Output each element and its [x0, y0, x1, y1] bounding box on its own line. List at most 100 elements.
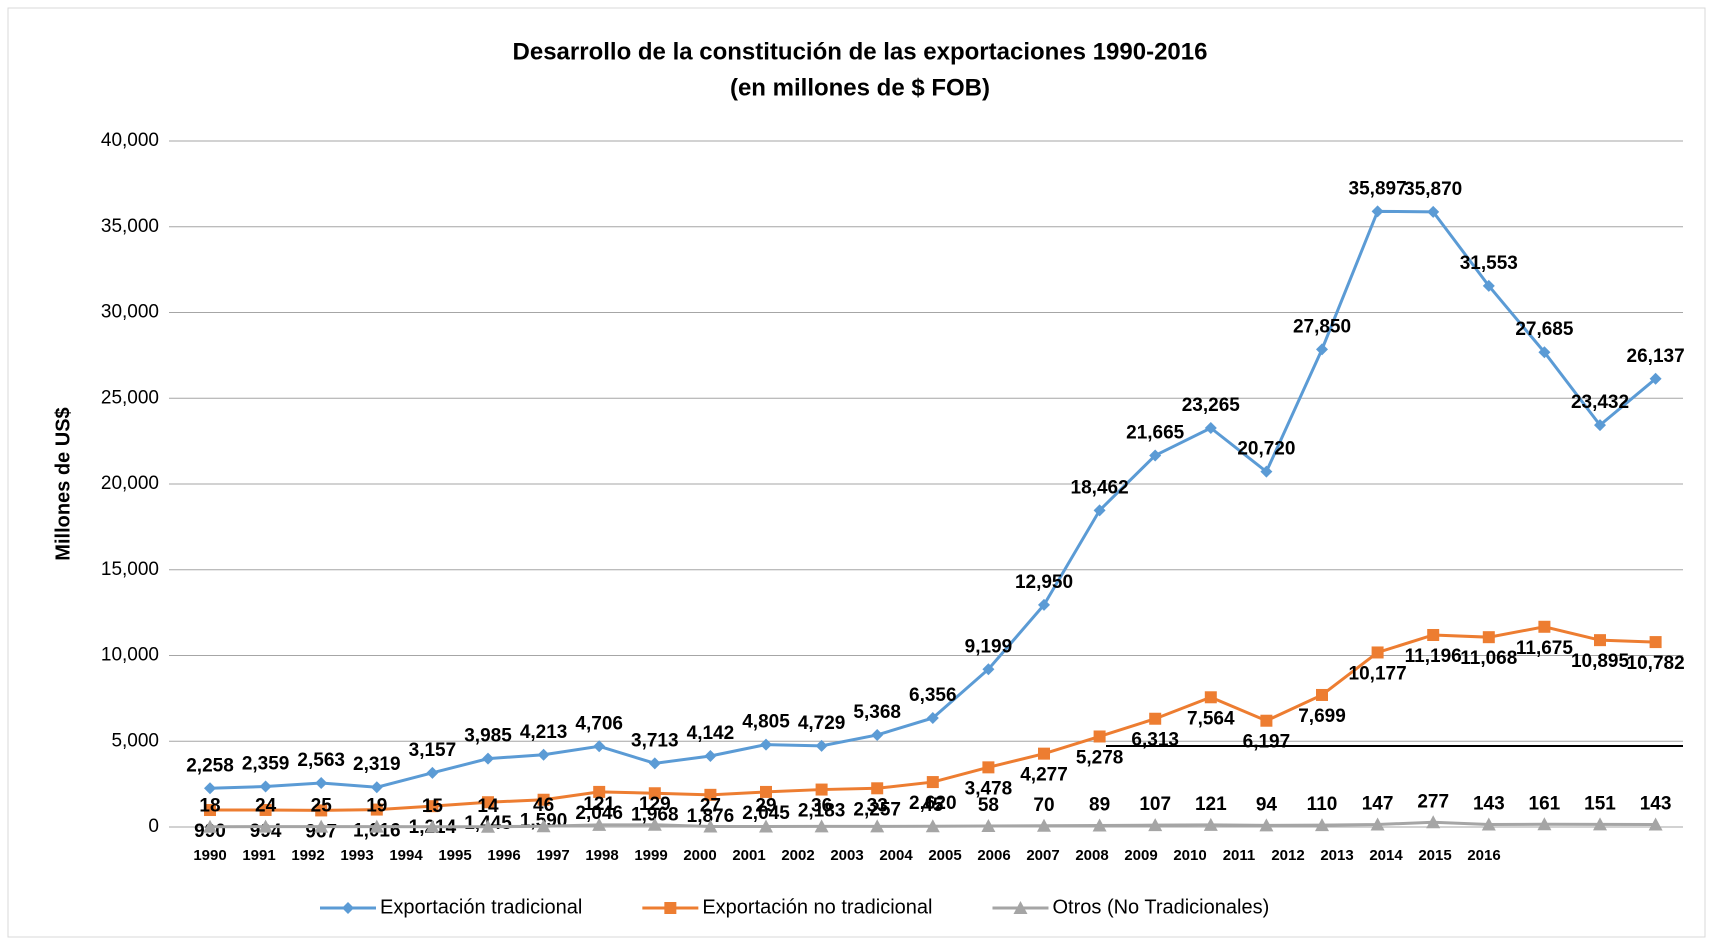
- data-label: 27,850: [1293, 316, 1351, 337]
- x-tick-label: 1998: [585, 847, 618, 864]
- data-label: 10,782: [1627, 653, 1685, 674]
- chart-title: Desarrollo de la constitución de las exp…: [513, 38, 1208, 65]
- marker: [1260, 465, 1273, 478]
- marker: [342, 902, 354, 914]
- y-axis-label: Millones de US$: [52, 407, 74, 560]
- y-tick-label: 0: [148, 816, 159, 837]
- data-label: 18: [199, 796, 220, 817]
- marker: [871, 728, 884, 741]
- data-label: 23,432: [1571, 392, 1629, 413]
- data-label: 5,368: [853, 702, 901, 723]
- data-label: 27,685: [1515, 319, 1574, 340]
- y-tick-label: 5,000: [111, 730, 159, 751]
- x-tick-label: 2000: [683, 847, 716, 864]
- data-label: 70: [1033, 795, 1054, 816]
- marker: [1315, 818, 1329, 832]
- marker: [1482, 631, 1495, 644]
- marker: [815, 783, 828, 796]
- data-label: 26,137: [1627, 346, 1685, 367]
- data-label: 3,985: [464, 726, 512, 747]
- x-tick-label: 2011: [1223, 847, 1256, 864]
- marker: [1037, 818, 1051, 832]
- marker: [203, 819, 217, 833]
- marker: [648, 787, 661, 800]
- marker: [1427, 628, 1440, 641]
- data-label: 110: [1307, 794, 1338, 815]
- marker: [1092, 818, 1107, 832]
- x-tick-label: 2001: [732, 847, 765, 864]
- y-tick-label: 20,000: [101, 473, 159, 494]
- data-label: 58: [978, 795, 999, 816]
- marker: [1481, 817, 1496, 831]
- data-label: 21,665: [1126, 422, 1185, 443]
- marker: [664, 902, 677, 914]
- marker: [1316, 343, 1328, 356]
- marker: [1648, 817, 1663, 831]
- data-label: 35,897: [1349, 178, 1407, 199]
- x-tick-label: 2003: [830, 847, 863, 864]
- data-label: 129: [639, 794, 671, 815]
- marker: [814, 819, 829, 833]
- data-label: 2,319: [353, 754, 401, 775]
- marker: [314, 819, 329, 833]
- marker: [1593, 817, 1607, 831]
- x-tick-label: 2016: [1467, 847, 1500, 864]
- x-tick-label: 1996: [487, 847, 520, 864]
- data-label: 4,277: [1020, 765, 1068, 786]
- marker: [481, 819, 495, 833]
- data-label: 9,199: [965, 636, 1013, 657]
- marker: [1427, 205, 1440, 218]
- data-label: 11,196: [1405, 646, 1462, 667]
- data-label: 46: [533, 795, 554, 816]
- marker: [482, 752, 494, 765]
- data-label: 3,478: [965, 778, 1013, 799]
- marker: [982, 663, 995, 676]
- marker: [204, 804, 216, 817]
- data-label: 107: [1139, 794, 1171, 815]
- marker: [369, 819, 384, 833]
- marker: [1259, 818, 1274, 832]
- marker: [760, 738, 772, 751]
- data-label: 6,313: [1131, 730, 1179, 751]
- x-tick-label: 2014: [1369, 847, 1403, 864]
- x-tick-label: 2015: [1418, 847, 1451, 864]
- marker: [1038, 747, 1050, 760]
- marker: [704, 788, 717, 801]
- y-tick-label: 15,000: [101, 559, 159, 580]
- x-tick-label: 2007: [1026, 847, 1059, 864]
- data-label: 24: [255, 796, 277, 817]
- marker: [981, 819, 996, 833]
- data-label: 10,177: [1349, 663, 1407, 684]
- data-label: 19: [366, 796, 387, 817]
- marker: [426, 766, 439, 779]
- data-label: 31,553: [1460, 253, 1518, 274]
- marker: [1426, 815, 1441, 829]
- marker: [537, 793, 550, 806]
- data-label: 143: [1640, 794, 1672, 815]
- data-label: 3,157: [409, 740, 457, 761]
- data-label: 143: [1473, 794, 1505, 815]
- marker: [1538, 346, 1551, 359]
- marker: [1013, 901, 1028, 914]
- marker: [1649, 636, 1662, 649]
- data-label: 45: [922, 795, 944, 816]
- marker: [536, 819, 551, 833]
- marker: [1038, 598, 1050, 611]
- data-label: 33: [867, 795, 888, 816]
- data-label: 1,876: [687, 806, 735, 827]
- data-label: 23,265: [1182, 395, 1241, 416]
- marker: [704, 749, 717, 762]
- data-label: 2,258: [186, 755, 234, 776]
- data-label: 6,356: [909, 685, 957, 706]
- y-tick-label: 25,000: [101, 387, 159, 408]
- chart-subtitle: (en millones de $ FOB): [730, 74, 990, 101]
- data-label: 6,197: [1243, 732, 1291, 753]
- data-label: 11,675: [1516, 638, 1573, 659]
- marker: [259, 803, 272, 816]
- marker: [370, 781, 383, 794]
- data-label: 2,359: [242, 754, 290, 775]
- marker: [759, 819, 773, 833]
- x-tick-label: 2006: [977, 847, 1010, 864]
- x-tick-label: 1994: [389, 847, 423, 864]
- data-label: 89: [1089, 794, 1110, 815]
